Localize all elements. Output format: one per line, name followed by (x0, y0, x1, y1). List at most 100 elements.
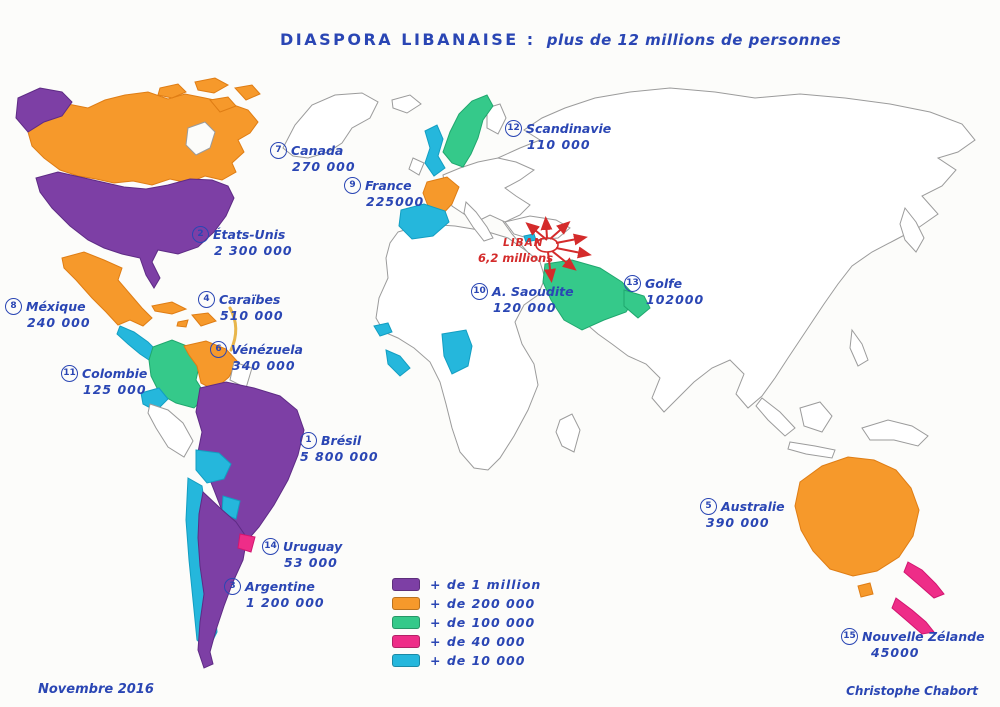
rank-badge: 12 (505, 120, 522, 137)
region-name: Caraïbes (219, 291, 281, 307)
region-name: Scandinavie (526, 120, 612, 136)
rank-badge: 7 (270, 142, 287, 159)
borneo-shape (799, 401, 833, 433)
alaska-shape (15, 87, 73, 133)
label-liban-value: 6,2 millions (478, 251, 553, 265)
rank-badge: 15 (841, 628, 858, 645)
label-argentine: 3 Argentine 1 200 000 (224, 578, 325, 611)
nigeria-shape (441, 329, 473, 375)
uruguay-shape (237, 533, 256, 553)
gulf-shape (623, 289, 651, 319)
region-value: 240 000 (27, 315, 91, 330)
label-a-saoudite: 10 A. Saoudite 120 000 (471, 283, 574, 316)
legend-row: + de 100 000 (392, 613, 541, 632)
legend-label: + de 1 million (430, 577, 542, 592)
rank-badge: 5 (700, 498, 717, 515)
region-name: Nouvelle Zélande (862, 628, 985, 644)
legend-label: + de 200 000 (430, 596, 536, 611)
author-signature: Christophe Chabort (846, 684, 978, 698)
legend-label: + de 40 000 (430, 634, 526, 649)
hudson-bay (185, 121, 216, 156)
region-name: Golfe (645, 275, 683, 291)
hispaniola-shape (191, 312, 217, 327)
region-value: 390 000 (706, 515, 770, 530)
legend-swatch-pink (392, 635, 420, 648)
label-france: 9 France 225000 (344, 177, 424, 210)
italy-shape (463, 200, 494, 242)
uk-shape (424, 124, 446, 177)
region-value: 1 200 000 (246, 595, 325, 610)
region-name: Uruguay (283, 538, 343, 554)
region-name: Méxique (26, 298, 86, 314)
arctic-island-2 (194, 77, 230, 94)
rank-badge: 1 (300, 432, 317, 449)
arctic-island-3 (234, 84, 261, 101)
legend-row: + de 1 million (392, 575, 541, 594)
legend-label: + de 10 000 (430, 653, 526, 668)
legend-row: + de 40 000 (392, 632, 541, 651)
region-value: 53 000 (284, 555, 338, 570)
region-value: 45000 (871, 645, 920, 660)
australia-shape (794, 456, 920, 577)
region-name: Vénézuela (231, 341, 303, 357)
iberia-shape (398, 203, 450, 240)
title-main: DIASPORA LIBANAISE : (280, 30, 536, 49)
label-canada: 7 Canada 270 000 (270, 142, 356, 175)
label-mexique: 8 Méxique 240 000 (5, 298, 91, 331)
ireland-shape (408, 157, 425, 176)
java-shape (787, 441, 836, 459)
label-liban: LIBAN (503, 237, 544, 249)
rank-badge: 13 (624, 275, 641, 292)
region-value: 102000 (646, 292, 705, 307)
label-etats-unis: 2 États-Unis 2 300 000 (192, 226, 293, 259)
ecuador-shape (140, 387, 169, 412)
region-value: 270 000 (292, 159, 356, 174)
region-value: 2 300 000 (214, 243, 293, 258)
region-value: 5 800 000 (300, 449, 379, 464)
label-colombie: 11 Colombie 125 000 (61, 365, 147, 398)
label-golfe: 13 Golfe 102000 (624, 275, 704, 308)
arctic-island-1 (157, 83, 187, 99)
label-bresil: 1 Brésil 5 800 000 (300, 432, 379, 465)
rank-badge: 10 (471, 283, 488, 300)
region-name: A. Saoudite (492, 283, 574, 299)
region-name: Canada (291, 142, 344, 158)
iceland-shape (391, 94, 422, 114)
philippines-shape (849, 328, 869, 367)
mexico-shape (61, 251, 153, 327)
label-uruguay: 14 Uruguay 53 000 (262, 538, 342, 571)
liban-value: 6,2 millions (478, 251, 554, 265)
sumatra-shape (755, 397, 796, 437)
legend-row: + de 10 000 (392, 651, 541, 670)
legend-swatch-purple (392, 578, 420, 591)
region-name: Colombie (82, 365, 148, 381)
japan-shape (899, 206, 925, 253)
legend-swatch-green (392, 616, 420, 629)
region-value: 120 000 (493, 300, 557, 315)
senegal-shape (373, 322, 393, 337)
saudi-arabia-shape (542, 259, 637, 331)
region-name: France (365, 177, 412, 193)
region-value: 125 000 (83, 382, 147, 397)
tasmania-shape (857, 582, 874, 598)
greenland-shape (282, 92, 379, 159)
page-title: DIASPORA LIBANAISE : plus de 12 millions… (280, 30, 841, 49)
madagascar-shape (555, 413, 581, 453)
label-caraibes: 4 Caraïbes 510 000 (198, 291, 284, 324)
legend-label: + de 100 000 (430, 615, 536, 630)
region-name: États-Unis (213, 226, 286, 242)
rank-badge: 9 (344, 177, 361, 194)
new-zealand-south-shape (891, 597, 935, 635)
canada-shape (27, 91, 259, 186)
sierra-leone-shape (385, 349, 411, 377)
finland-shape (486, 103, 507, 135)
region-value: 110 000 (527, 137, 591, 152)
rank-badge: 14 (262, 538, 279, 555)
region-name: Brésil (321, 432, 362, 448)
lebanon-arrows (525, 216, 592, 283)
rank-badge: 2 (192, 226, 209, 243)
region-value: 510 000 (220, 308, 284, 323)
bolivia-shape (195, 449, 232, 484)
rank-badge: 8 (5, 298, 22, 315)
label-scandinavie: 12 Scandinavie 110 000 (505, 120, 611, 153)
